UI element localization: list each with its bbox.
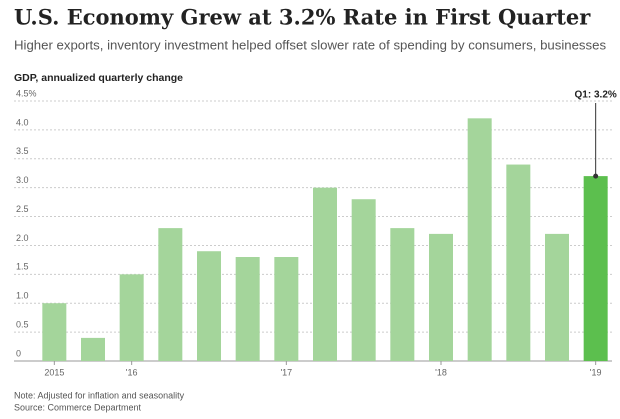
bar (158, 228, 183, 361)
y-tick-label: 1.5 (16, 262, 29, 272)
y-tick-label: 4.5% (16, 88, 37, 98)
source: Source: Commerce Department (14, 402, 142, 412)
bar (197, 251, 221, 361)
bar (313, 187, 337, 361)
bar (506, 164, 531, 361)
x-tick-label: '17 (280, 367, 292, 377)
bar (42, 303, 67, 361)
bar (467, 118, 492, 361)
bar (545, 233, 569, 361)
y-tick-label: 1.0 (16, 291, 29, 301)
bar (81, 337, 105, 361)
bar (429, 233, 453, 361)
chart-subtitle: Higher exports, inventory investment hel… (14, 37, 606, 52)
bar (351, 199, 376, 361)
bar (274, 257, 299, 361)
x-tick-label: '19 (590, 367, 602, 377)
y-tick-label: 2.5 (16, 204, 29, 214)
x-tick-label: '18 (435, 367, 447, 377)
bar (390, 228, 415, 361)
y-tick-label: 2.0 (16, 233, 29, 243)
bar (119, 274, 144, 361)
annotation: Q1: 3.2% (575, 90, 617, 101)
y-tick-label: 3.0 (16, 175, 29, 185)
y-tick-label: 3.5 (16, 146, 29, 156)
note: Note: Adjusted for inflation and seasona… (14, 390, 185, 400)
bar (235, 257, 260, 361)
annotation-dot (593, 173, 599, 179)
y-axis-label: GDP, annualized quarterly change (14, 72, 183, 84)
x-tick-label: 2015 (44, 367, 64, 377)
x-tick-label: '16 (126, 367, 138, 377)
bar (583, 176, 608, 361)
chart-title: U.S. Economy Grew at 3.2% Rate in First … (14, 5, 591, 30)
y-tick-label: 4.0 (16, 117, 29, 127)
y-tick-label: 0 (16, 348, 21, 358)
y-tick-label: 0.5 (16, 319, 29, 329)
